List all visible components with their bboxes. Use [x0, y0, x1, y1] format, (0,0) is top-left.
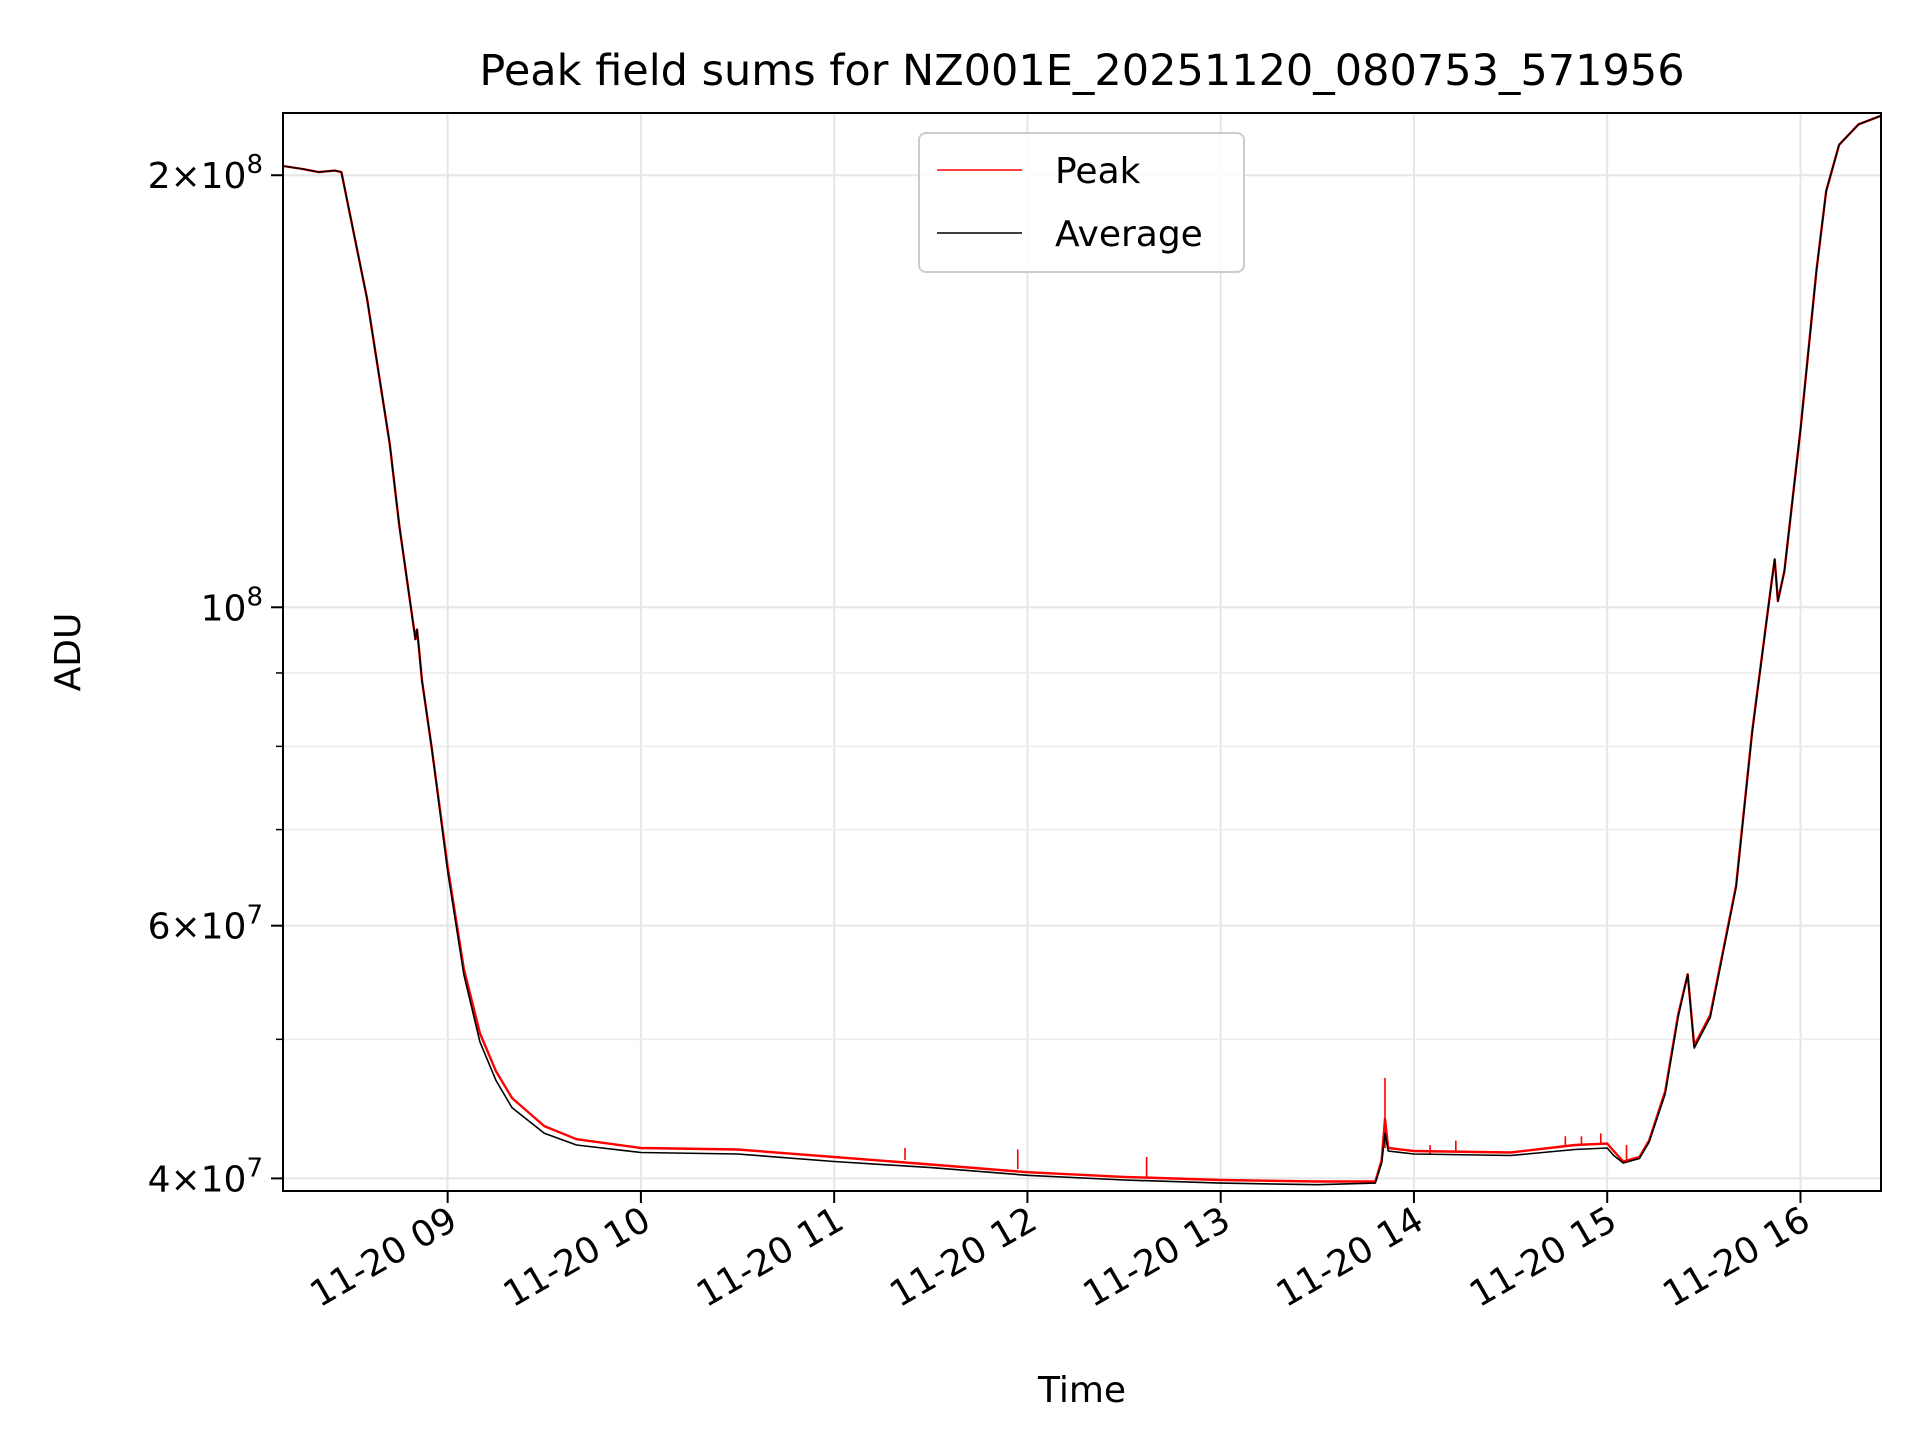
chart-title: Peak field sums for NZ001E_20251120_0807…	[479, 46, 1684, 96]
legend-box	[918, 132, 1245, 273]
y-axis-ticks: 4×107 6×107 108 2×108	[148, 150, 283, 1200]
y-tick-label: 2×108	[148, 150, 263, 197]
legend-label-average: Average	[1055, 214, 1203, 255]
grid-lines	[283, 113, 1881, 1191]
y-tick-label: 6×107	[148, 901, 263, 948]
x-axis-label: Time	[1037, 1370, 1126, 1411]
y-tick-label: 4×107	[148, 1153, 263, 1200]
y-tick-label: 108	[201, 582, 263, 629]
y-axis-label: ADU	[48, 613, 89, 692]
plot-series	[282, 114, 1882, 1186]
series-line-average	[282, 115, 1882, 1186]
legend-label-peak: Peak	[1055, 151, 1141, 192]
legend: Peak Average	[918, 132, 1245, 273]
plot-frame	[282, 112, 1882, 1192]
